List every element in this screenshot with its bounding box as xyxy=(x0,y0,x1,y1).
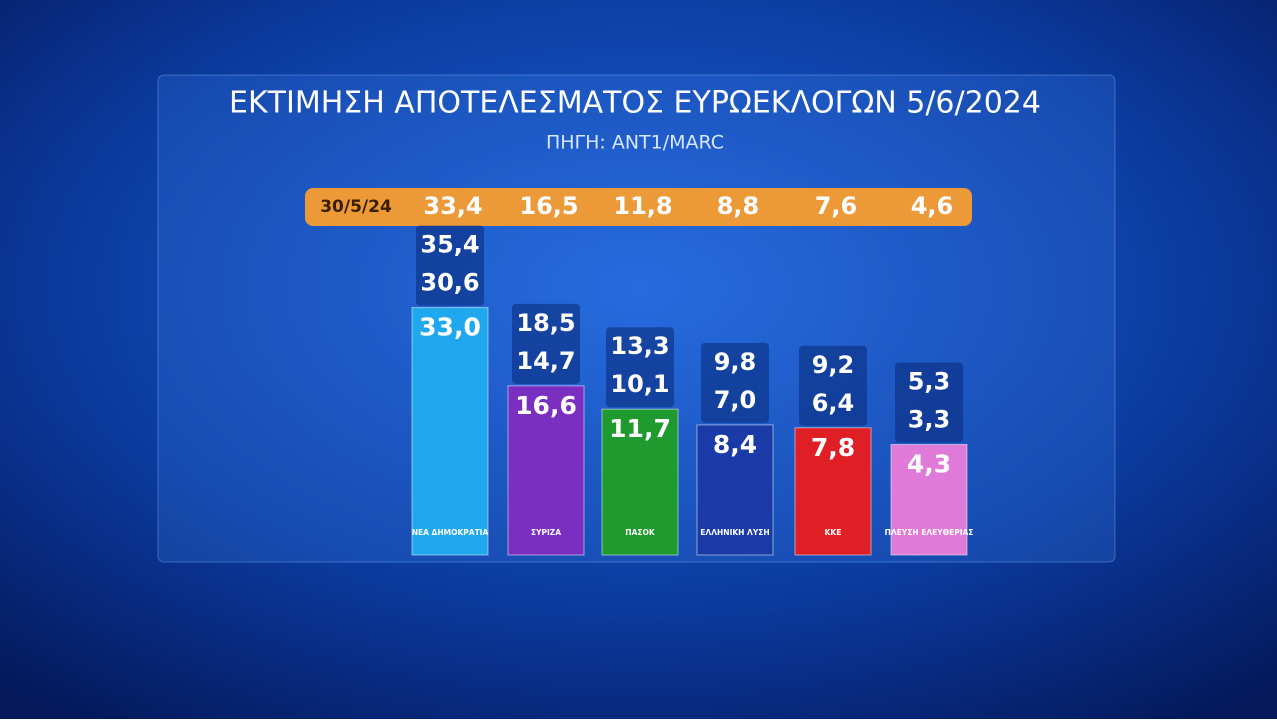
range-box xyxy=(799,345,867,426)
previous-value: 16,5 xyxy=(519,192,578,220)
range-box xyxy=(606,327,674,408)
range-high-label: 9,2 xyxy=(812,351,855,379)
party-name: ΝΕΑ ΔΗΜΟΚΡΑΤΙΑ xyxy=(412,528,489,537)
party-name: ΣΥΡΙΖΑ xyxy=(531,528,561,537)
previous-label: 30/5/24 xyxy=(320,197,392,217)
previous-value: 8,8 xyxy=(717,192,760,220)
party-name: ΠΛΕΥΣΗ ΕΛΕΥΘΕΡΙΑΣ xyxy=(885,528,974,537)
range-low-label: 14,7 xyxy=(516,347,575,375)
range-high-label: 18,5 xyxy=(516,309,575,337)
bar xyxy=(696,424,774,556)
chart-title: ΕΚΤΙΜΗΣΗ ΑΠΟΤΕΛΕΣΜΑΤΟΣ ΕΥΡΩΕΚΛΟΓΩΝ 5/6/2… xyxy=(229,86,1041,121)
value-label: 33,0 xyxy=(419,313,481,342)
value-label: 4,3 xyxy=(907,449,951,478)
previous-value: 11,8 xyxy=(613,192,672,220)
chart-subtitle: ΠΗΓΗ: ΑΝΤ1/MARC xyxy=(546,132,724,154)
range-box xyxy=(701,342,769,423)
value-label: 11,7 xyxy=(609,414,671,443)
value-label: 7,8 xyxy=(811,433,855,462)
value-label: 8,4 xyxy=(713,430,757,459)
previous-value: 4,6 xyxy=(911,192,954,220)
range-low-label: 30,6 xyxy=(420,269,479,297)
previous-value: 33,4 xyxy=(423,192,482,220)
range-low-label: 3,3 xyxy=(908,405,951,433)
party-name: ΠΑΣΟΚ xyxy=(625,528,656,537)
value-label: 16,6 xyxy=(515,391,577,420)
bar xyxy=(601,408,679,556)
bar xyxy=(411,307,489,556)
previous-band xyxy=(305,188,972,226)
bar xyxy=(507,385,585,556)
bar xyxy=(794,427,872,556)
range-low-label: 7,0 xyxy=(714,386,757,414)
previous-value: 7,6 xyxy=(815,192,858,220)
party-name: ΕΛΛΗΝΙΚΗ ΛΥΣΗ xyxy=(700,528,769,537)
range-high-label: 9,8 xyxy=(714,348,757,376)
party-name: ΚΚΕ xyxy=(825,528,842,537)
range-high-label: 13,3 xyxy=(610,332,669,360)
range-box xyxy=(895,362,963,443)
range-high-label: 5,3 xyxy=(908,367,951,395)
range-box xyxy=(416,225,484,306)
range-box xyxy=(512,303,580,384)
range-low-label: 10,1 xyxy=(610,370,669,398)
bar xyxy=(890,443,968,556)
range-high-label: 35,4 xyxy=(420,231,479,259)
range-low-label: 6,4 xyxy=(812,389,855,417)
